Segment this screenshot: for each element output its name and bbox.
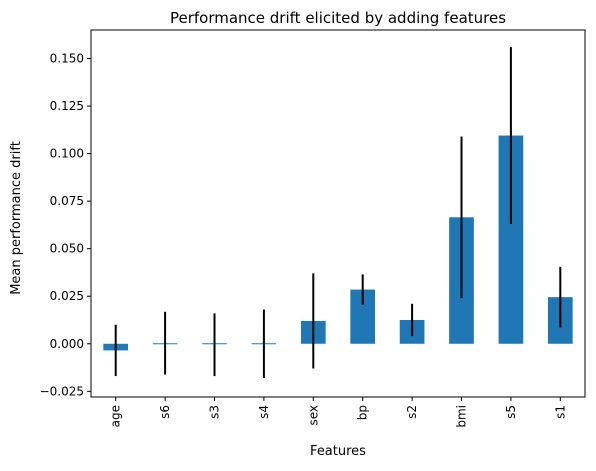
axes-layer: −0.025 0.000 0.025 0.050 0.075 0.100 0.125 0.15… [40, 29, 586, 428]
chart-title: Performance drift elicited by adding fea… [170, 9, 506, 27]
x-tick-label-s4: s4 [257, 405, 271, 419]
y-tick-label: 0.050 [50, 242, 84, 256]
x-tick-label-s3: s3 [208, 405, 222, 419]
y-tick-label: 0.150 [50, 52, 84, 66]
x-tick-label-bmi: bmi [455, 405, 469, 428]
x-tick-label-s6: s6 [158, 405, 172, 419]
x-axis-title: Features [310, 444, 366, 459]
x-tick-label-s2: s2 [405, 405, 419, 419]
y-tick-label: 0.000 [50, 337, 84, 351]
marks-layer [103, 47, 573, 378]
x-tick-label-age: age [109, 405, 123, 427]
x-tick-label-s1: s1 [553, 405, 567, 419]
plot-frame [90, 29, 586, 398]
x-tick-label-s5: s5 [504, 405, 518, 419]
x-tick-label-sex: sex [306, 405, 320, 426]
y-tick-label: −0.025 [40, 384, 84, 398]
y-tick-label: 0.025 [50, 289, 84, 303]
x-tick-label-bp: bp [356, 405, 370, 420]
y-tick-label: 0.075 [50, 194, 84, 208]
y-tick-label: 0.100 [50, 147, 84, 161]
y-axis-title: Mean performance drift [9, 141, 24, 295]
y-tick-label: 0.125 [50, 99, 84, 113]
